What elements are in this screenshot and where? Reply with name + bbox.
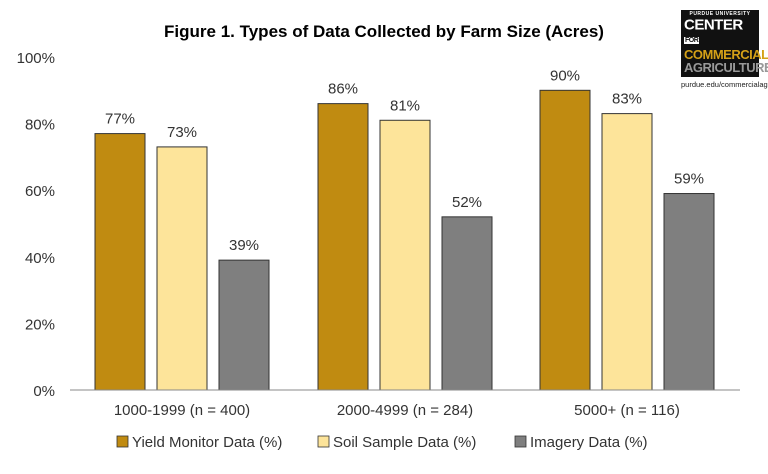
y-tick-label: 60% (25, 183, 55, 200)
center-for-commercial-agriculture-logo: PURDUE UNIVERSITY CENTER FOR COMMERCIAL … (681, 10, 768, 89)
logo-line2: CENTER (684, 16, 743, 34)
data-label: 90% (550, 67, 580, 84)
y-tick-label: 0% (33, 383, 55, 400)
bar-2-2 (663, 193, 715, 391)
y-tick-label: 20% (25, 316, 55, 333)
legend-label: Yield Monitor Data (%) (132, 434, 282, 451)
x-tick-label: 5000+ (n = 116) (574, 402, 680, 419)
bar-0-2 (539, 89, 591, 391)
legend-label: Soil Sample Data (%) (333, 434, 476, 451)
data-label: 77% (105, 111, 135, 128)
data-label: 73% (167, 124, 197, 141)
legend-label: Imagery Data (%) (530, 434, 648, 451)
bar-0-0 (94, 133, 146, 391)
y-tick-label: 80% (25, 117, 55, 134)
logo-line2b: FOR (684, 37, 700, 45)
x-tick-label: 1000-1999 (n = 400) (114, 402, 250, 419)
bar-1-2 (601, 113, 653, 391)
data-label: 86% (328, 81, 358, 98)
logo-line4: AGRICULTURE (684, 59, 768, 75)
logo-url: purdue.edu/commercialag (681, 79, 768, 89)
data-label: 81% (390, 97, 420, 114)
data-label: 59% (674, 171, 704, 188)
bar-2-1 (441, 216, 493, 391)
y-tick-label: 100% (17, 50, 55, 67)
bar-1-0 (156, 146, 208, 391)
bar-1-1 (379, 119, 431, 391)
logo-line1: PURDUE UNIVERSITY (689, 11, 751, 17)
legend-swatch-2 (514, 435, 527, 448)
data-label: 52% (452, 194, 482, 211)
bar-2-0 (218, 259, 270, 391)
chart-title: Figure 1. Types of Data Collected by Far… (164, 22, 604, 41)
data-label: 83% (612, 91, 642, 108)
bar-0-1 (317, 103, 369, 391)
legend-swatch-1 (317, 435, 330, 448)
y-tick-label: 40% (25, 250, 55, 267)
logo-line3: COMMERCIAL (684, 46, 768, 62)
x-tick-label: 2000-4999 (n = 284) (337, 402, 473, 419)
data-label: 39% (229, 237, 259, 254)
legend-swatch-0 (116, 435, 129, 448)
